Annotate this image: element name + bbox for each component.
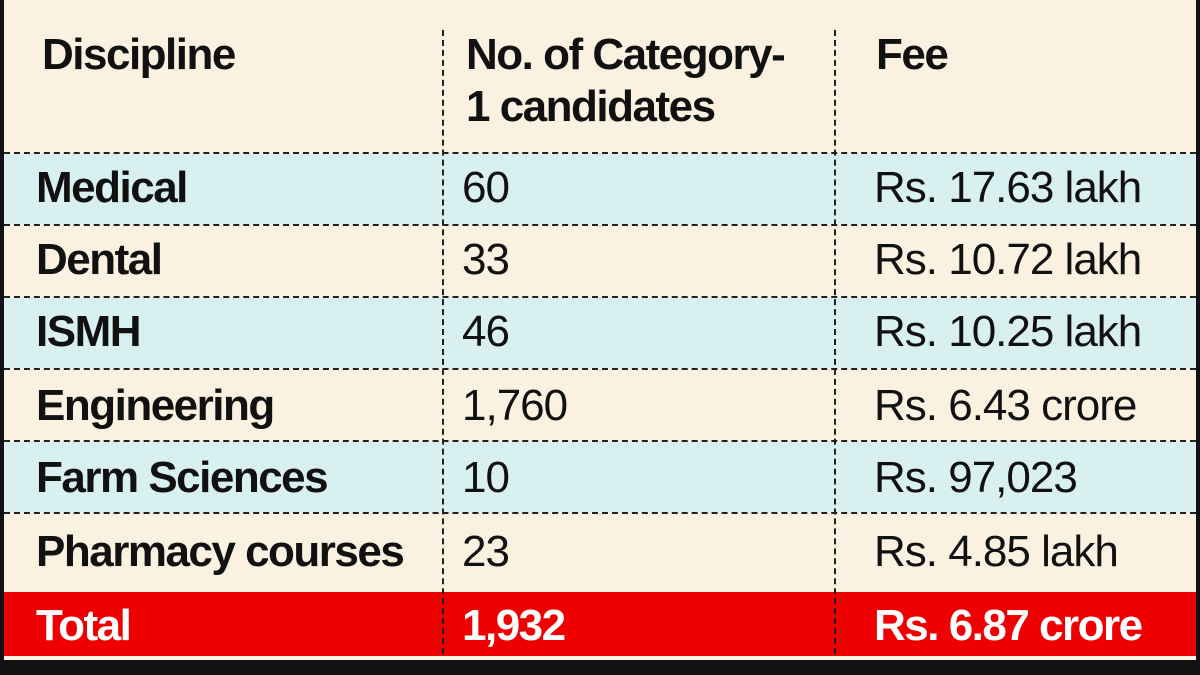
row-count: 46 [462, 307, 510, 356]
total-row: Total 1,932 Rs. 6.87 crore [4, 592, 1196, 656]
row-count: 23 [462, 527, 510, 576]
row-discipline: Pharmacy courses [36, 527, 405, 576]
header-discipline: Discipline [42, 30, 236, 79]
row-count: 60 [462, 163, 510, 212]
total-count: 1,932 [462, 601, 566, 650]
row-divider [4, 152, 1196, 154]
header-count-line1: No. of Category- [466, 30, 786, 79]
row-divider [4, 296, 1196, 298]
header-fee: Fee [876, 30, 949, 79]
total-label: Total [36, 601, 132, 650]
row-fee: Rs. 10.25 lakh [874, 307, 1142, 356]
row-fee: Rs. 4.85 lakh [874, 527, 1119, 576]
row-divider [4, 368, 1196, 370]
bottom-border [4, 660, 1196, 675]
total-fee: Rs. 6.87 crore [874, 601, 1143, 650]
table-row: Engineering 1,760 Rs. 6.43 crore [4, 370, 1196, 440]
row-fee: Rs. 10.72 lakh [874, 235, 1142, 284]
row-divider [4, 224, 1196, 226]
table-row: ISMH 46 Rs. 10.25 lakh [4, 298, 1196, 368]
row-count: 33 [462, 235, 510, 284]
row-count: 1,760 [462, 381, 568, 430]
table-row: Pharmacy courses 23 Rs. 4.85 lakh [4, 514, 1196, 592]
table-row: Farm Sciences 10 Rs. 97,023 [4, 442, 1196, 512]
header-count-line2: 1 candidates [466, 82, 716, 131]
table-row: Medical 60 Rs. 17.63 lakh [4, 154, 1196, 224]
row-fee: Rs. 97,023 [874, 453, 1078, 502]
table-header: Discipline No. of Category- 1 candidates… [4, 0, 1196, 152]
row-fee: Rs. 6.43 crore [874, 381, 1137, 430]
row-divider [4, 440, 1196, 442]
row-discipline: Farm Sciences [36, 453, 329, 502]
row-divider [4, 512, 1196, 514]
row-discipline: Engineering [36, 381, 275, 430]
column-divider [834, 30, 836, 654]
column-divider [442, 30, 444, 654]
row-count: 10 [462, 453, 510, 502]
row-discipline: Dental [36, 235, 163, 284]
row-fee: Rs. 17.63 lakh [874, 163, 1142, 212]
row-discipline: Medical [36, 163, 188, 212]
table-row: Dental 33 Rs. 10.72 lakh [4, 226, 1196, 296]
row-discipline: ISMH [36, 307, 142, 356]
